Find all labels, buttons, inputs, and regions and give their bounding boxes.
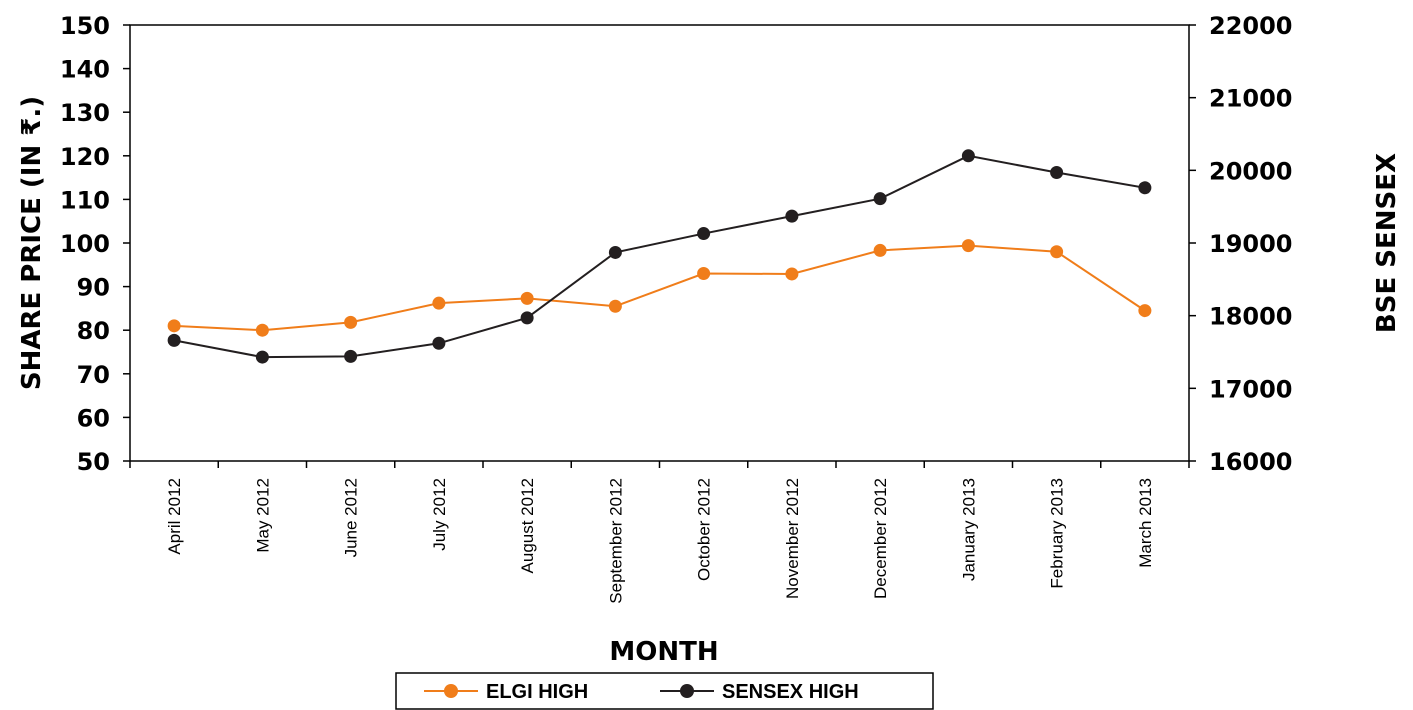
left-tick-label: 90	[77, 274, 110, 302]
left-tick-label: 70	[77, 361, 110, 389]
left-tick-label: 110	[60, 186, 110, 214]
category-label: December 2012	[871, 478, 890, 599]
category-labels: April 2012 May 2012 June 2012 July 2012 Augu…	[129, 461, 1190, 604]
data-point	[1138, 304, 1152, 318]
data-point	[608, 299, 622, 313]
data-point	[1138, 181, 1152, 195]
legend-marker-sensex	[680, 684, 694, 698]
y-axis-title: SHARE PRICE (IN ₹.)	[17, 96, 47, 390]
series-layer	[167, 149, 1152, 364]
left-axis-ticks: 50 60 70 80 90 100 110 120 130 140 150	[60, 12, 130, 476]
data-point	[1050, 245, 1064, 259]
data-point	[961, 239, 975, 253]
category-label: November 2012	[783, 478, 802, 599]
right-tick-label: 16000	[1209, 448, 1293, 476]
data-point	[873, 192, 887, 206]
data-point	[785, 209, 799, 223]
left-tick-label: 140	[60, 56, 110, 84]
left-tick-label: 50	[77, 448, 110, 476]
data-point	[1050, 166, 1064, 180]
data-point	[608, 245, 622, 259]
data-point	[432, 296, 446, 310]
category-label: September 2012	[606, 478, 625, 604]
category-label: April 2012	[165, 478, 184, 555]
category-label: February 2013	[1048, 478, 1067, 589]
data-point	[255, 323, 269, 337]
legend-label-sensex: SENSEX HIGH	[722, 681, 859, 703]
data-point	[785, 267, 799, 281]
left-tick-label: 120	[60, 143, 110, 171]
data-point	[697, 227, 711, 241]
right-axis-ticks: 16000 17000 18000 19000 20000 21000 22000	[1189, 12, 1293, 476]
series-line-1	[173, 154, 1146, 359]
left-tick-label: 80	[77, 317, 110, 345]
category-label: March 2013	[1136, 478, 1155, 568]
series-line-0	[174, 244, 1146, 332]
category-label: June 2012	[342, 478, 361, 557]
category-label: July 2012	[430, 478, 449, 551]
legend-marker-elgi	[444, 684, 458, 698]
data-point	[344, 315, 358, 329]
right-tick-label: 20000	[1209, 157, 1293, 185]
left-tick-label: 100	[60, 230, 110, 258]
data-point	[520, 291, 534, 305]
category-label: October 2012	[695, 478, 714, 581]
data-point	[167, 319, 181, 333]
data-point	[697, 267, 711, 281]
right-tick-label: 19000	[1209, 230, 1293, 258]
category-label: May 2012	[253, 478, 272, 553]
category-label: August 2012	[518, 478, 537, 573]
x-axis-title: MONTH	[609, 637, 718, 667]
category-label: January 2013	[959, 478, 978, 581]
data-point	[255, 350, 269, 364]
data-point	[167, 333, 181, 347]
right-tick-label: 17000	[1209, 375, 1293, 403]
data-point	[520, 311, 534, 325]
data-point	[873, 243, 887, 257]
legend: ELGI HIGH SENSEX HIGH	[395, 672, 934, 710]
right-tick-label: 18000	[1209, 303, 1293, 331]
right-tick-label: 21000	[1209, 85, 1293, 113]
left-tick-label: 130	[60, 99, 110, 127]
left-tick-label: 150	[60, 12, 110, 40]
data-point	[432, 336, 446, 350]
legend-label-elgi: ELGI HIGH	[486, 681, 588, 703]
data-point	[961, 149, 975, 163]
y2-axis-title: BSE SENSEX	[1372, 153, 1402, 333]
right-tick-label: 22000	[1209, 12, 1293, 40]
data-point	[344, 349, 358, 363]
left-tick-label: 60	[77, 404, 110, 432]
